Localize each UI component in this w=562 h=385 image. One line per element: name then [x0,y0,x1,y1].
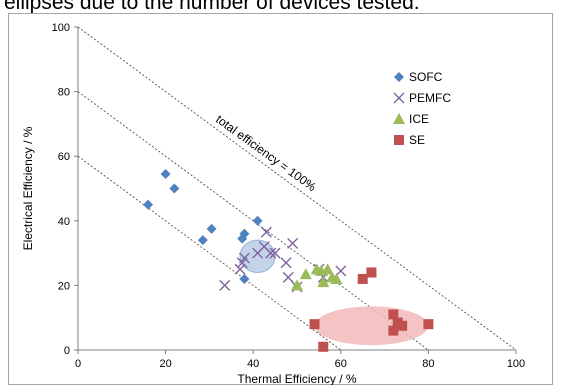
page-caption: ellipses due to the number of devices te… [4,0,420,14]
sofc-point [160,168,171,179]
legend: SOFC PEMFC ICE SE [393,70,451,147]
sofc-point [252,215,263,226]
y-tick-label: 40 [58,216,70,228]
y-tick-label: 100 [52,22,70,34]
se-region [314,306,429,346]
legend-label-ice: ICE [409,112,429,126]
ice-point [330,272,343,284]
x-axis-label: Thermal Efficiency / % [237,372,356,385]
chart-frame [8,13,553,385]
se-point [423,319,434,330]
se-point [366,267,377,278]
ice-legend-marker [393,113,405,124]
y-tick-label: 60 [58,151,70,163]
ice-point [321,263,334,275]
sofc-point [143,199,154,210]
x-tick-label: 60 [335,358,347,370]
reference-line-3 [77,155,342,351]
x-tick-label: 40 [247,358,259,370]
y-tick-label: 20 [58,280,70,292]
pemfc-point [287,237,299,249]
total-efficiency-annotation: total efficiency = 100% [213,112,319,194]
pemfc-point [219,279,231,291]
sofc-legend-marker [394,72,404,82]
legend-label-sofc: SOFC [409,70,443,84]
reference-line-1 [77,26,517,351]
pemfc-legend-marker [393,92,405,104]
pemfc-point [280,257,292,269]
tick-labels: 0 20 40 60 80 100 0 20 40 60 80 100 [52,22,526,370]
se-point [388,309,399,320]
pemfc-point [282,271,294,283]
se-legend-marker [394,135,404,145]
y-tick-label: 0 [64,345,70,357]
ice-point [317,276,330,288]
reference-lines [77,26,517,351]
sofc-point [239,273,250,284]
x-tick-label: 100 [507,358,525,370]
sofc-point [239,228,250,239]
pemfc-point [260,226,272,238]
sofc-point [206,223,217,234]
y-axis-label: Electrical Efficiency / % [21,126,35,250]
sofc-point [169,183,180,194]
se-point [318,341,329,352]
pemfc-point [234,263,246,275]
se-point [309,319,320,330]
data-points [143,168,434,352]
pemfc-point [238,252,250,264]
x-tick-label: 0 [75,358,81,370]
se-point [397,320,408,331]
legend-label-se: SE [409,133,425,147]
pemfc-point [335,265,347,277]
legend-label-pemfc: PEMFC [409,91,451,105]
pemfc-point [269,247,281,259]
sofc-point [197,235,208,246]
se-point [388,325,399,336]
uncertainty-regions [239,239,429,346]
x-tick-label: 20 [159,358,171,370]
ice-point [291,279,303,291]
ice-point [299,268,312,280]
se-point [357,273,368,284]
pemfc-point [265,247,277,259]
y-tick-label: 80 [58,87,70,99]
axes [77,27,516,351]
x-tick-label: 80 [422,358,434,370]
